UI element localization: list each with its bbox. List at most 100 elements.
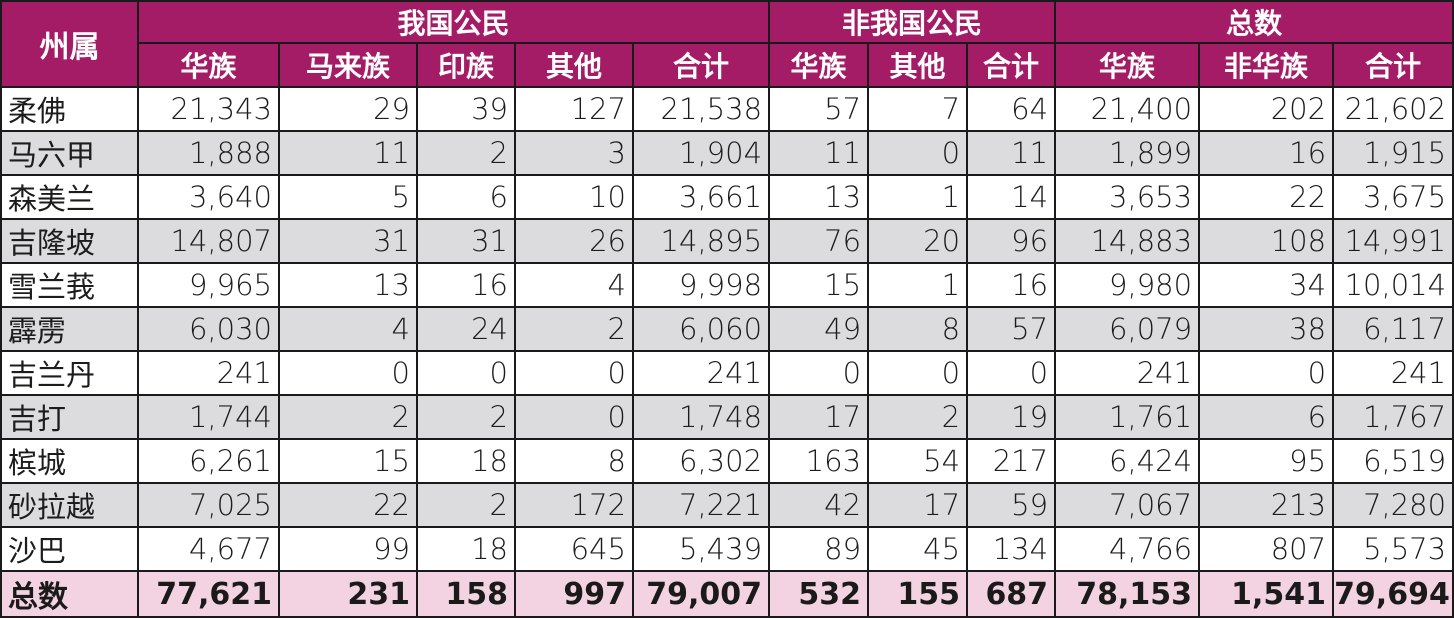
value-cell: 24 xyxy=(416,306,516,352)
value-cell: 6,519 xyxy=(1332,438,1454,484)
value-cell: 7,280 xyxy=(1332,482,1454,528)
value-cell: 1,748 xyxy=(631,394,771,440)
value-cell: 9,980 xyxy=(1054,262,1201,308)
table-row: 柔佛 21,343 29 39 127 21,538 57 7 64 21,400 202 21,60… xyxy=(0,86,1454,132)
value-cell: 14,991 xyxy=(1332,218,1454,264)
table-row: 吉打 1,744 2 2 0 1,748 17 2 19 1,761 6 1,767 xyxy=(0,394,1454,440)
value-cell: 7 xyxy=(867,86,969,132)
value-cell: 127 xyxy=(514,86,634,132)
value-cell: 1,888 xyxy=(137,130,280,176)
value-cell: 78,153 xyxy=(1054,570,1201,618)
state-name-cell: 吉隆坡 xyxy=(0,218,139,264)
value-cell: 96 xyxy=(966,218,1057,264)
value-cell: 22 xyxy=(1198,174,1335,220)
value-cell: 11 xyxy=(768,130,870,176)
value-cell: 4,766 xyxy=(1054,526,1201,572)
value-cell: 20 xyxy=(867,218,969,264)
value-cell: 0 xyxy=(867,350,969,396)
column-header: 合计 xyxy=(966,42,1057,88)
value-cell: 14,895 xyxy=(631,218,771,264)
value-cell: 22 xyxy=(278,482,418,528)
value-cell: 2 xyxy=(416,394,516,440)
value-cell: 1,541 xyxy=(1198,570,1335,618)
value-cell: 18 xyxy=(416,438,516,484)
value-cell: 6,424 xyxy=(1054,438,1201,484)
value-cell: 6 xyxy=(1198,394,1335,440)
table-row: 沙巴 4,677 99 18 645 5,439 89 45 134 4,766 807 5,573 xyxy=(0,526,1454,572)
value-cell: 0 xyxy=(867,130,969,176)
group-header-citizens: 我国公民 xyxy=(136,0,771,44)
value-cell: 1,744 xyxy=(137,394,280,440)
value-cell: 997 xyxy=(514,570,634,618)
value-cell: 14,883 xyxy=(1054,218,1201,264)
value-cell: 6,030 xyxy=(137,306,280,352)
value-cell: 14 xyxy=(966,174,1057,220)
value-cell: 3,640 xyxy=(137,174,280,220)
value-cell: 5 xyxy=(278,174,418,220)
column-header: 非华族 xyxy=(1198,42,1335,88)
column-header: 其他 xyxy=(514,42,634,88)
value-cell: 57 xyxy=(768,86,870,132)
value-cell: 89 xyxy=(768,526,870,572)
value-cell: 241 xyxy=(1332,350,1454,396)
value-cell: 31 xyxy=(278,218,418,264)
value-cell: 0 xyxy=(1198,350,1335,396)
column-header: 印族 xyxy=(416,42,516,88)
value-cell: 76 xyxy=(768,218,870,264)
value-cell: 3 xyxy=(514,130,634,176)
value-cell: 8 xyxy=(514,438,634,484)
state-name-cell: 吉打 xyxy=(0,394,139,440)
value-cell: 39 xyxy=(416,86,516,132)
value-cell: 34 xyxy=(1198,262,1335,308)
table-row: 雪兰莪 9,965 13 16 4 9,998 15 1 16 9,980 34 10,014 xyxy=(0,262,1454,308)
table-row: 吉兰丹 241 0 0 0 241 0 0 0 241 0 241 xyxy=(0,350,1454,396)
column-header: 华族 xyxy=(1054,42,1201,88)
value-cell: 172 xyxy=(514,482,634,528)
table-row: 砂拉越 7,025 22 2 172 7,221 42 17 59 7,067 213 7,280 xyxy=(0,482,1454,528)
value-cell: 4 xyxy=(514,262,634,308)
value-cell: 1 xyxy=(867,174,969,220)
header-group-row: 州属 我国公民 非我国公民 总数 xyxy=(0,0,1454,88)
column-header: 合计 xyxy=(631,42,771,88)
table-body: 柔佛 21,343 29 39 127 21,538 57 7 64 21,400 202 21,60… xyxy=(0,86,1454,618)
value-cell: 6 xyxy=(416,174,516,220)
value-cell: 11 xyxy=(966,130,1057,176)
value-cell: 5,439 xyxy=(631,526,771,572)
state-name-cell: 槟城 xyxy=(0,438,139,484)
state-name-cell: 霹雳 xyxy=(0,306,139,352)
value-cell: 158 xyxy=(416,570,516,618)
value-cell: 26 xyxy=(514,218,634,264)
value-cell: 1,767 xyxy=(1332,394,1454,440)
value-cell: 4,677 xyxy=(137,526,280,572)
value-cell: 42 xyxy=(768,482,870,528)
value-cell: 15 xyxy=(278,438,418,484)
value-cell: 3,661 xyxy=(631,174,771,220)
group-header-total: 总数 xyxy=(1054,0,1454,44)
value-cell: 64 xyxy=(966,86,1057,132)
value-cell: 9,965 xyxy=(137,262,280,308)
value-cell: 13 xyxy=(768,174,870,220)
value-cell: 2 xyxy=(278,394,418,440)
value-cell: 10 xyxy=(514,174,634,220)
value-cell: 8 xyxy=(867,306,969,352)
value-cell: 0 xyxy=(966,350,1057,396)
value-cell: 1,904 xyxy=(631,130,771,176)
value-cell: 79,007 xyxy=(631,570,771,618)
value-cell: 5,573 xyxy=(1332,526,1454,572)
value-cell: 163 xyxy=(768,438,870,484)
value-cell: 134 xyxy=(966,526,1057,572)
value-cell: 16 xyxy=(966,262,1057,308)
table-row: 槟城 6,261 15 18 8 6,302 163 54 217 6,424 95 6,519 xyxy=(0,438,1454,484)
value-cell: 2 xyxy=(514,306,634,352)
value-cell: 0 xyxy=(416,350,516,396)
value-cell: 11 xyxy=(278,130,418,176)
value-cell: 0 xyxy=(278,350,418,396)
value-cell: 17 xyxy=(768,394,870,440)
value-cell: 1,899 xyxy=(1054,130,1201,176)
column-header: 其他 xyxy=(867,42,969,88)
value-cell: 6,261 xyxy=(137,438,280,484)
value-cell: 21,602 xyxy=(1332,86,1454,132)
value-cell: 6,060 xyxy=(631,306,771,352)
state-column-header: 州属 xyxy=(0,0,139,88)
